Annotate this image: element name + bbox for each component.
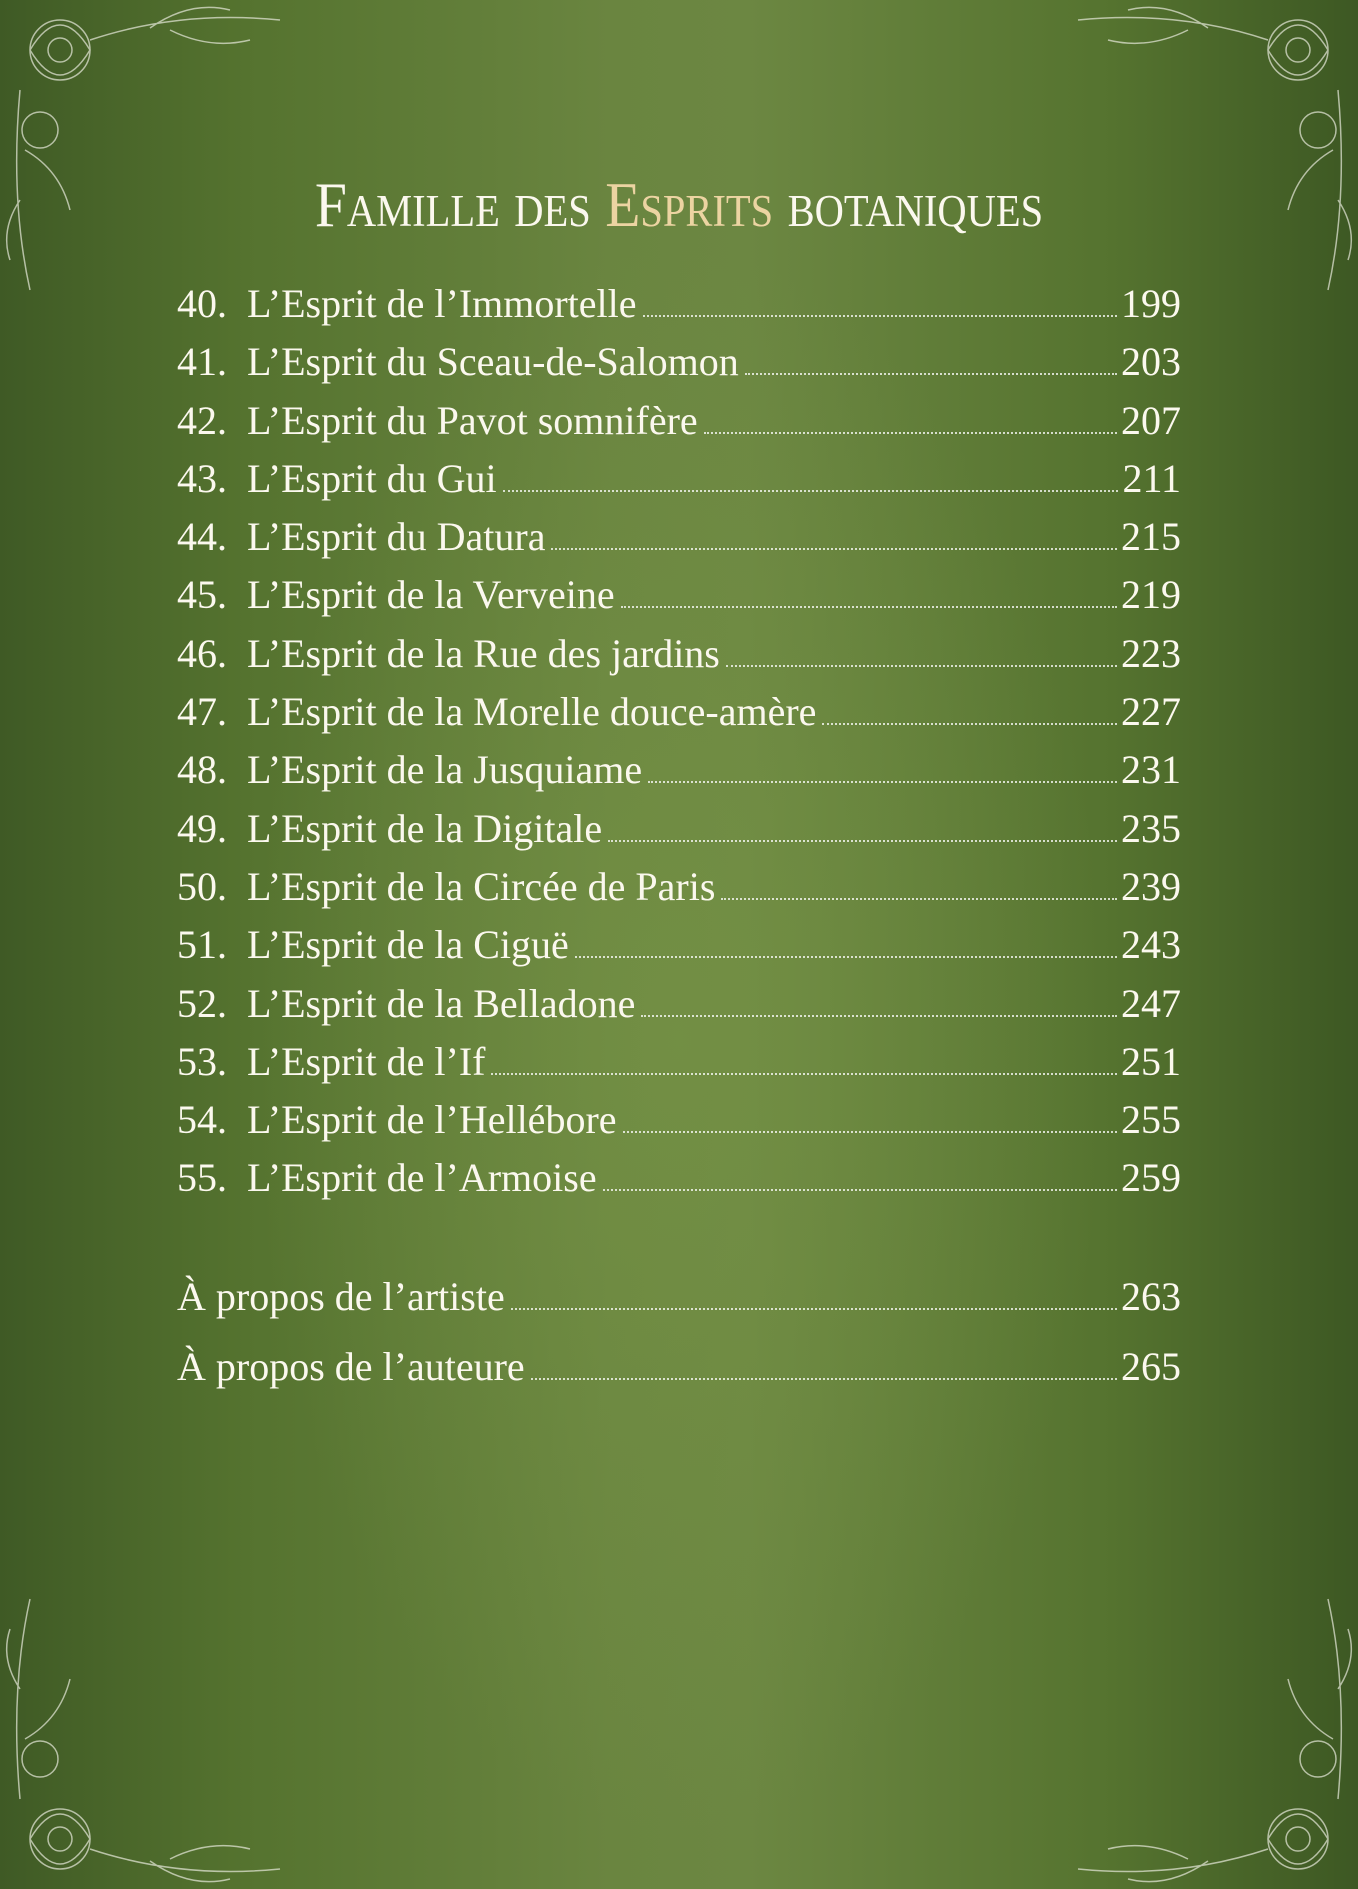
entry-label: L’Esprit de la Digitale: [247, 805, 603, 851]
dot-leader: [491, 1072, 1117, 1075]
page-title: Famille des Esprits botaniques: [68, 168, 1290, 242]
toc-entry[interactable]: 45. L’Esprit de la Verveine 219: [177, 571, 1181, 629]
entry-label: L’Esprit du Sceau-de-Salomon: [247, 339, 739, 385]
table-of-contents: 40. L’Esprit de l’Immortelle 199 41. L’E…: [177, 280, 1181, 1413]
toc-entry[interactable]: 54. L’Esprit de l’Hellébore 255: [177, 1096, 1181, 1154]
entry-label: L’Esprit de l’Hellébore: [247, 1097, 617, 1143]
dot-leader: [622, 1131, 1117, 1134]
dot-leader: [648, 781, 1117, 784]
toc-entry[interactable]: À propos de l’artiste 263: [177, 1273, 1181, 1343]
entry-label: L’Esprit de la Verveine: [247, 572, 615, 618]
entry-number: 51.: [177, 922, 227, 968]
toc-entry[interactable]: 49. L’Esprit de la Digitale 235: [177, 805, 1181, 863]
dot-leader: [620, 606, 1117, 609]
entry-number: 44.: [177, 514, 227, 560]
entry-number: 42.: [177, 397, 227, 443]
entry-label: À propos de l’auteure: [177, 1343, 525, 1389]
toc-entry[interactable]: 52. L’Esprit de la Belladone 247: [177, 980, 1181, 1038]
dot-leader: [642, 315, 1117, 317]
entry-number: 47.: [177, 689, 227, 735]
dot-leader: [822, 723, 1117, 726]
toc-entry[interactable]: 44. L’Esprit du Datura 215: [177, 513, 1181, 571]
toc-entry[interactable]: À propos de l’auteure 265: [177, 1343, 1181, 1413]
entry-page: 255: [1121, 1097, 1181, 1143]
dot-leader: [502, 489, 1119, 492]
entry-label: L’Esprit de la Jusquiame: [247, 747, 643, 793]
entry-page: 207: [1121, 397, 1181, 443]
toc-entry[interactable]: 41. L’Esprit du Sceau-de-Salomon 203: [177, 338, 1181, 396]
entry-number: 49.: [177, 805, 227, 851]
entry-page: 265: [1121, 1343, 1181, 1389]
entry-label: L’Esprit de la Morelle douce-amère: [247, 689, 817, 735]
entry-page: 243: [1121, 922, 1181, 968]
entry-page: 251: [1121, 1038, 1181, 1084]
entry-number: 53.: [177, 1038, 227, 1084]
entry-label: L’Esprit du Datura: [247, 514, 546, 560]
dot-leader: [602, 1189, 1117, 1192]
floral-ornament-icon: [5, 6, 281, 291]
toc-entry[interactable]: 51. L’Esprit de la Ciguë 243: [177, 921, 1181, 979]
entry-number: 50.: [177, 863, 227, 909]
entry-page: 231: [1121, 747, 1181, 793]
entry-number: 40.: [177, 281, 227, 326]
entry-label: À propos de l’artiste: [177, 1273, 505, 1319]
entry-page: 215: [1121, 514, 1181, 560]
entry-label: L’Esprit du Pavot somnifère: [247, 397, 698, 443]
entry-label: L’Esprit de la Belladone: [247, 980, 636, 1026]
title-part-3: botaniques: [773, 169, 1044, 240]
entry-page: 219: [1121, 572, 1181, 618]
entry-page: 203: [1121, 339, 1181, 385]
toc-entry[interactable]: 47. L’Esprit de la Morelle douce-amère 2…: [177, 688, 1181, 746]
entry-label: L’Esprit de l’Immortelle: [247, 281, 637, 326]
entry-label: L’Esprit de l’Armoise: [247, 1155, 597, 1201]
entry-page: 227: [1121, 689, 1181, 735]
toc-entry[interactable]: 50. L’Esprit de la Circée de Paris 239: [177, 863, 1181, 921]
dot-leader: [608, 839, 1117, 842]
toc-entry[interactable]: 46. L’Esprit de la Rue des jardins 223: [177, 630, 1181, 688]
entry-label: L’Esprit de la Circée de Paris: [247, 863, 716, 909]
entry-page: 247: [1121, 980, 1181, 1026]
entry-page: 223: [1121, 630, 1181, 676]
dot-leader: [703, 431, 1117, 434]
entry-number: 41.: [177, 339, 227, 385]
entry-number: 45.: [177, 572, 227, 618]
toc-entry[interactable]: 40. L’Esprit de l’Immortelle 199: [177, 280, 1181, 338]
entry-number: 43.: [177, 455, 227, 501]
entry-page: 259: [1121, 1155, 1181, 1201]
dot-leader: [641, 1014, 1117, 1017]
dot-leader: [510, 1307, 1117, 1310]
toc-entry[interactable]: 53. L’Esprit de l’If 251: [177, 1038, 1181, 1096]
entry-number: 46.: [177, 630, 227, 676]
toc-entry[interactable]: 42. L’Esprit du Pavot somnifère 207: [177, 397, 1181, 455]
dot-leader: [551, 548, 1117, 551]
entry-page: 263: [1121, 1273, 1181, 1319]
dot-leader: [744, 373, 1117, 376]
title-part-2: Esprits: [605, 169, 774, 240]
toc-entry[interactable]: 48. L’Esprit de la Jusquiame 231: [177, 746, 1181, 804]
dot-leader: [725, 664, 1117, 667]
entry-page: 235: [1121, 805, 1181, 851]
entry-number: 48.: [177, 747, 227, 793]
dot-leader: [574, 956, 1117, 959]
entry-page: 211: [1122, 455, 1181, 501]
floral-ornament-icon: [1077, 6, 1353, 291]
title-part-1: Famille des: [314, 169, 606, 240]
entry-label: L’Esprit du Gui: [247, 455, 497, 501]
floral-ornament-icon: [5, 1598, 281, 1883]
entry-number: 52.: [177, 980, 227, 1026]
toc-entry[interactable]: 43. L’Esprit du Gui 211: [177, 455, 1181, 513]
entry-label: L’Esprit de l’If: [247, 1038, 486, 1084]
entry-page: 199: [1121, 281, 1181, 326]
entry-page: 239: [1121, 863, 1181, 909]
toc-entry[interactable]: 55. L’Esprit de l’Armoise 259: [177, 1154, 1181, 1212]
entry-label: L’Esprit de la Ciguë: [247, 922, 569, 968]
entry-label: L’Esprit de la Rue des jardins: [247, 630, 720, 676]
entry-number: 55.: [177, 1155, 227, 1201]
entry-number: 54.: [177, 1097, 227, 1143]
floral-ornament-icon: [1077, 1598, 1353, 1883]
dot-leader: [721, 897, 1117, 900]
dot-leader: [530, 1377, 1117, 1380]
